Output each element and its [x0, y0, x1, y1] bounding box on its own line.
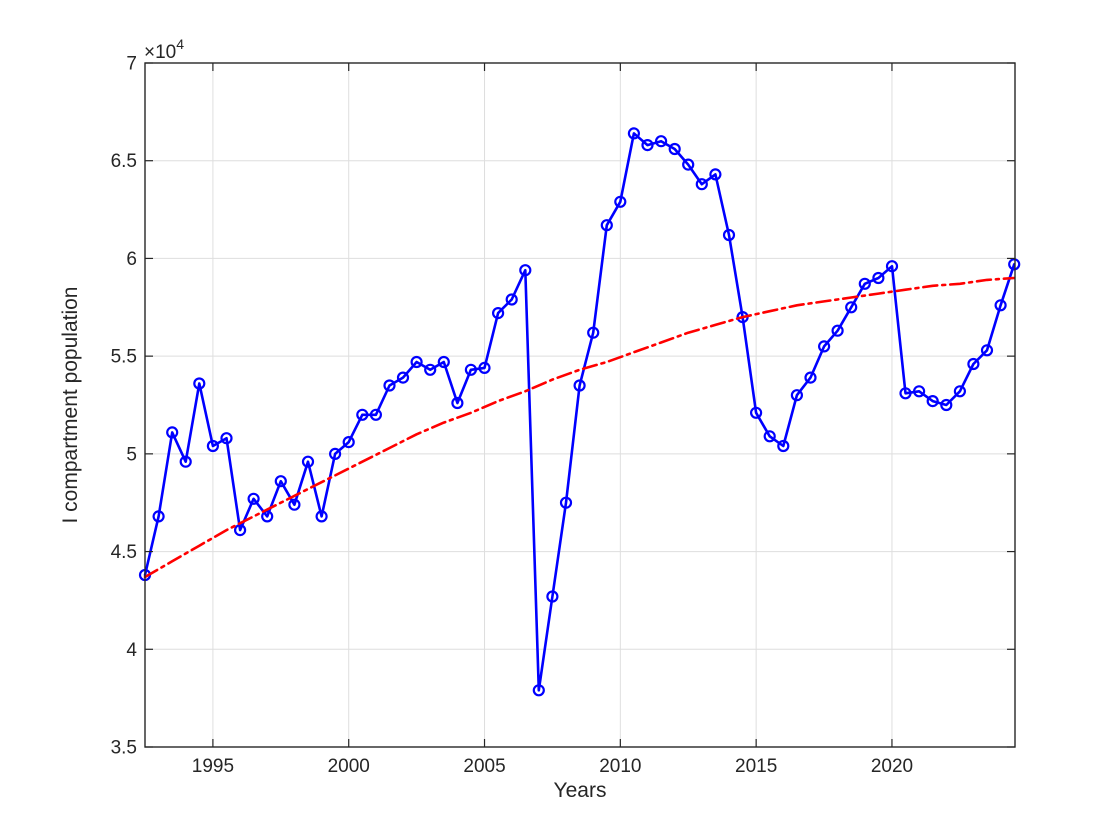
data-point-marker	[940, 398, 953, 412]
data-point-marker	[654, 135, 668, 148]
data-point-marker	[831, 324, 844, 337]
y-tick-label: 4	[126, 640, 137, 661]
y-tick-label: 4.5	[111, 542, 137, 563]
axis-box	[144, 62, 1016, 748]
data-point-marker	[220, 432, 233, 445]
data-point-marker	[899, 387, 912, 400]
data-point-marker	[804, 371, 817, 384]
y-tick-label: 5	[126, 444, 137, 465]
data-point-marker	[193, 377, 206, 390]
x-tick-label: 2005	[463, 756, 505, 777]
data-point-marker	[274, 475, 287, 488]
x-tick-label: 1995	[192, 756, 234, 777]
data-point-marker	[369, 408, 382, 421]
data-point-marker	[301, 455, 315, 468]
data-point-marker	[790, 389, 804, 402]
x-tick-label: 2010	[599, 756, 641, 777]
data-point-marker	[234, 523, 247, 537]
x-axis-label: Years	[554, 779, 607, 802]
x-tick-label: 2020	[871, 756, 913, 777]
data-point-marker	[600, 219, 613, 232]
data-point-marker	[709, 168, 722, 181]
data-point-marker	[627, 127, 641, 140]
data-point-marker	[329, 447, 342, 460]
data-point-marker	[437, 355, 450, 369]
data-point-marker	[722, 228, 736, 242]
data-point-marker	[492, 307, 505, 320]
x-tick-label: 2015	[735, 756, 777, 777]
data-point-marker	[763, 430, 776, 443]
data-point-marker	[166, 426, 179, 439]
data-point-marker	[953, 385, 967, 398]
observed-data-line	[143, 132, 1016, 692]
x-tick-label: 2000	[328, 756, 370, 777]
data-point-marker	[980, 344, 994, 357]
data-point-marker	[424, 363, 437, 376]
data-point-marker	[559, 496, 573, 509]
fitted-trend-line	[143, 276, 1016, 579]
data-point-marker	[885, 260, 899, 273]
data-point-marker	[668, 142, 681, 156]
y-tick-label: 5.5	[111, 347, 137, 368]
data-point-marker	[573, 379, 586, 392]
data-point-marker	[994, 299, 1007, 312]
data-point-marker	[845, 301, 858, 314]
data-point-marker	[478, 361, 491, 374]
data-point-marker	[587, 326, 600, 339]
y-axis-label: I compartment population	[59, 287, 82, 524]
observed-data-markers	[138, 127, 1021, 697]
data-point-marker	[464, 363, 477, 376]
data-point-marker	[288, 498, 301, 511]
data-point-marker	[926, 395, 939, 408]
y-tick-label: 6.5	[111, 151, 137, 172]
data-point-marker	[912, 385, 926, 398]
data-point-marker	[749, 406, 763, 419]
data-point-marker	[532, 684, 545, 697]
data-point-marker	[695, 178, 708, 191]
y-tick-label: 7	[126, 54, 137, 75]
y-axis-exponent: ×104	[144, 36, 184, 63]
data-point-marker	[261, 510, 274, 523]
data-point-marker	[872, 271, 885, 285]
data-point-marker	[179, 455, 192, 468]
grid-lines	[145, 63, 1015, 747]
data-point-marker	[247, 492, 260, 505]
data-point-marker	[519, 264, 532, 277]
data-point-marker	[641, 139, 654, 152]
y-tick-label: 6	[126, 249, 137, 270]
data-point-marker	[152, 510, 165, 523]
axis-ticks	[145, 62, 1015, 748]
data-point-marker	[777, 439, 790, 453]
data-point-marker	[817, 340, 831, 353]
data-point-marker	[315, 510, 328, 523]
data-point-marker	[383, 379, 396, 392]
y-tick-label: 3.5	[111, 738, 137, 759]
data-point-marker	[451, 396, 464, 410]
data-point-marker	[356, 408, 369, 421]
data-point-marker	[682, 158, 695, 171]
data-point-marker	[410, 355, 423, 369]
tick-labels: 1995 2000 2005 2010 2015 2020 3.5 4 4.5 5 5.5 6 6.5 7	[111, 54, 914, 778]
data-point-marker	[967, 357, 980, 371]
data-point-marker	[396, 371, 410, 384]
data-point-marker	[546, 590, 559, 603]
data-point-marker	[1008, 258, 1021, 271]
data-point-marker	[342, 436, 355, 449]
data-point-marker	[206, 439, 219, 453]
data-point-marker	[858, 277, 871, 290]
data-point-marker	[614, 195, 627, 208]
plot-series	[138, 127, 1021, 697]
data-point-marker	[505, 293, 518, 306]
